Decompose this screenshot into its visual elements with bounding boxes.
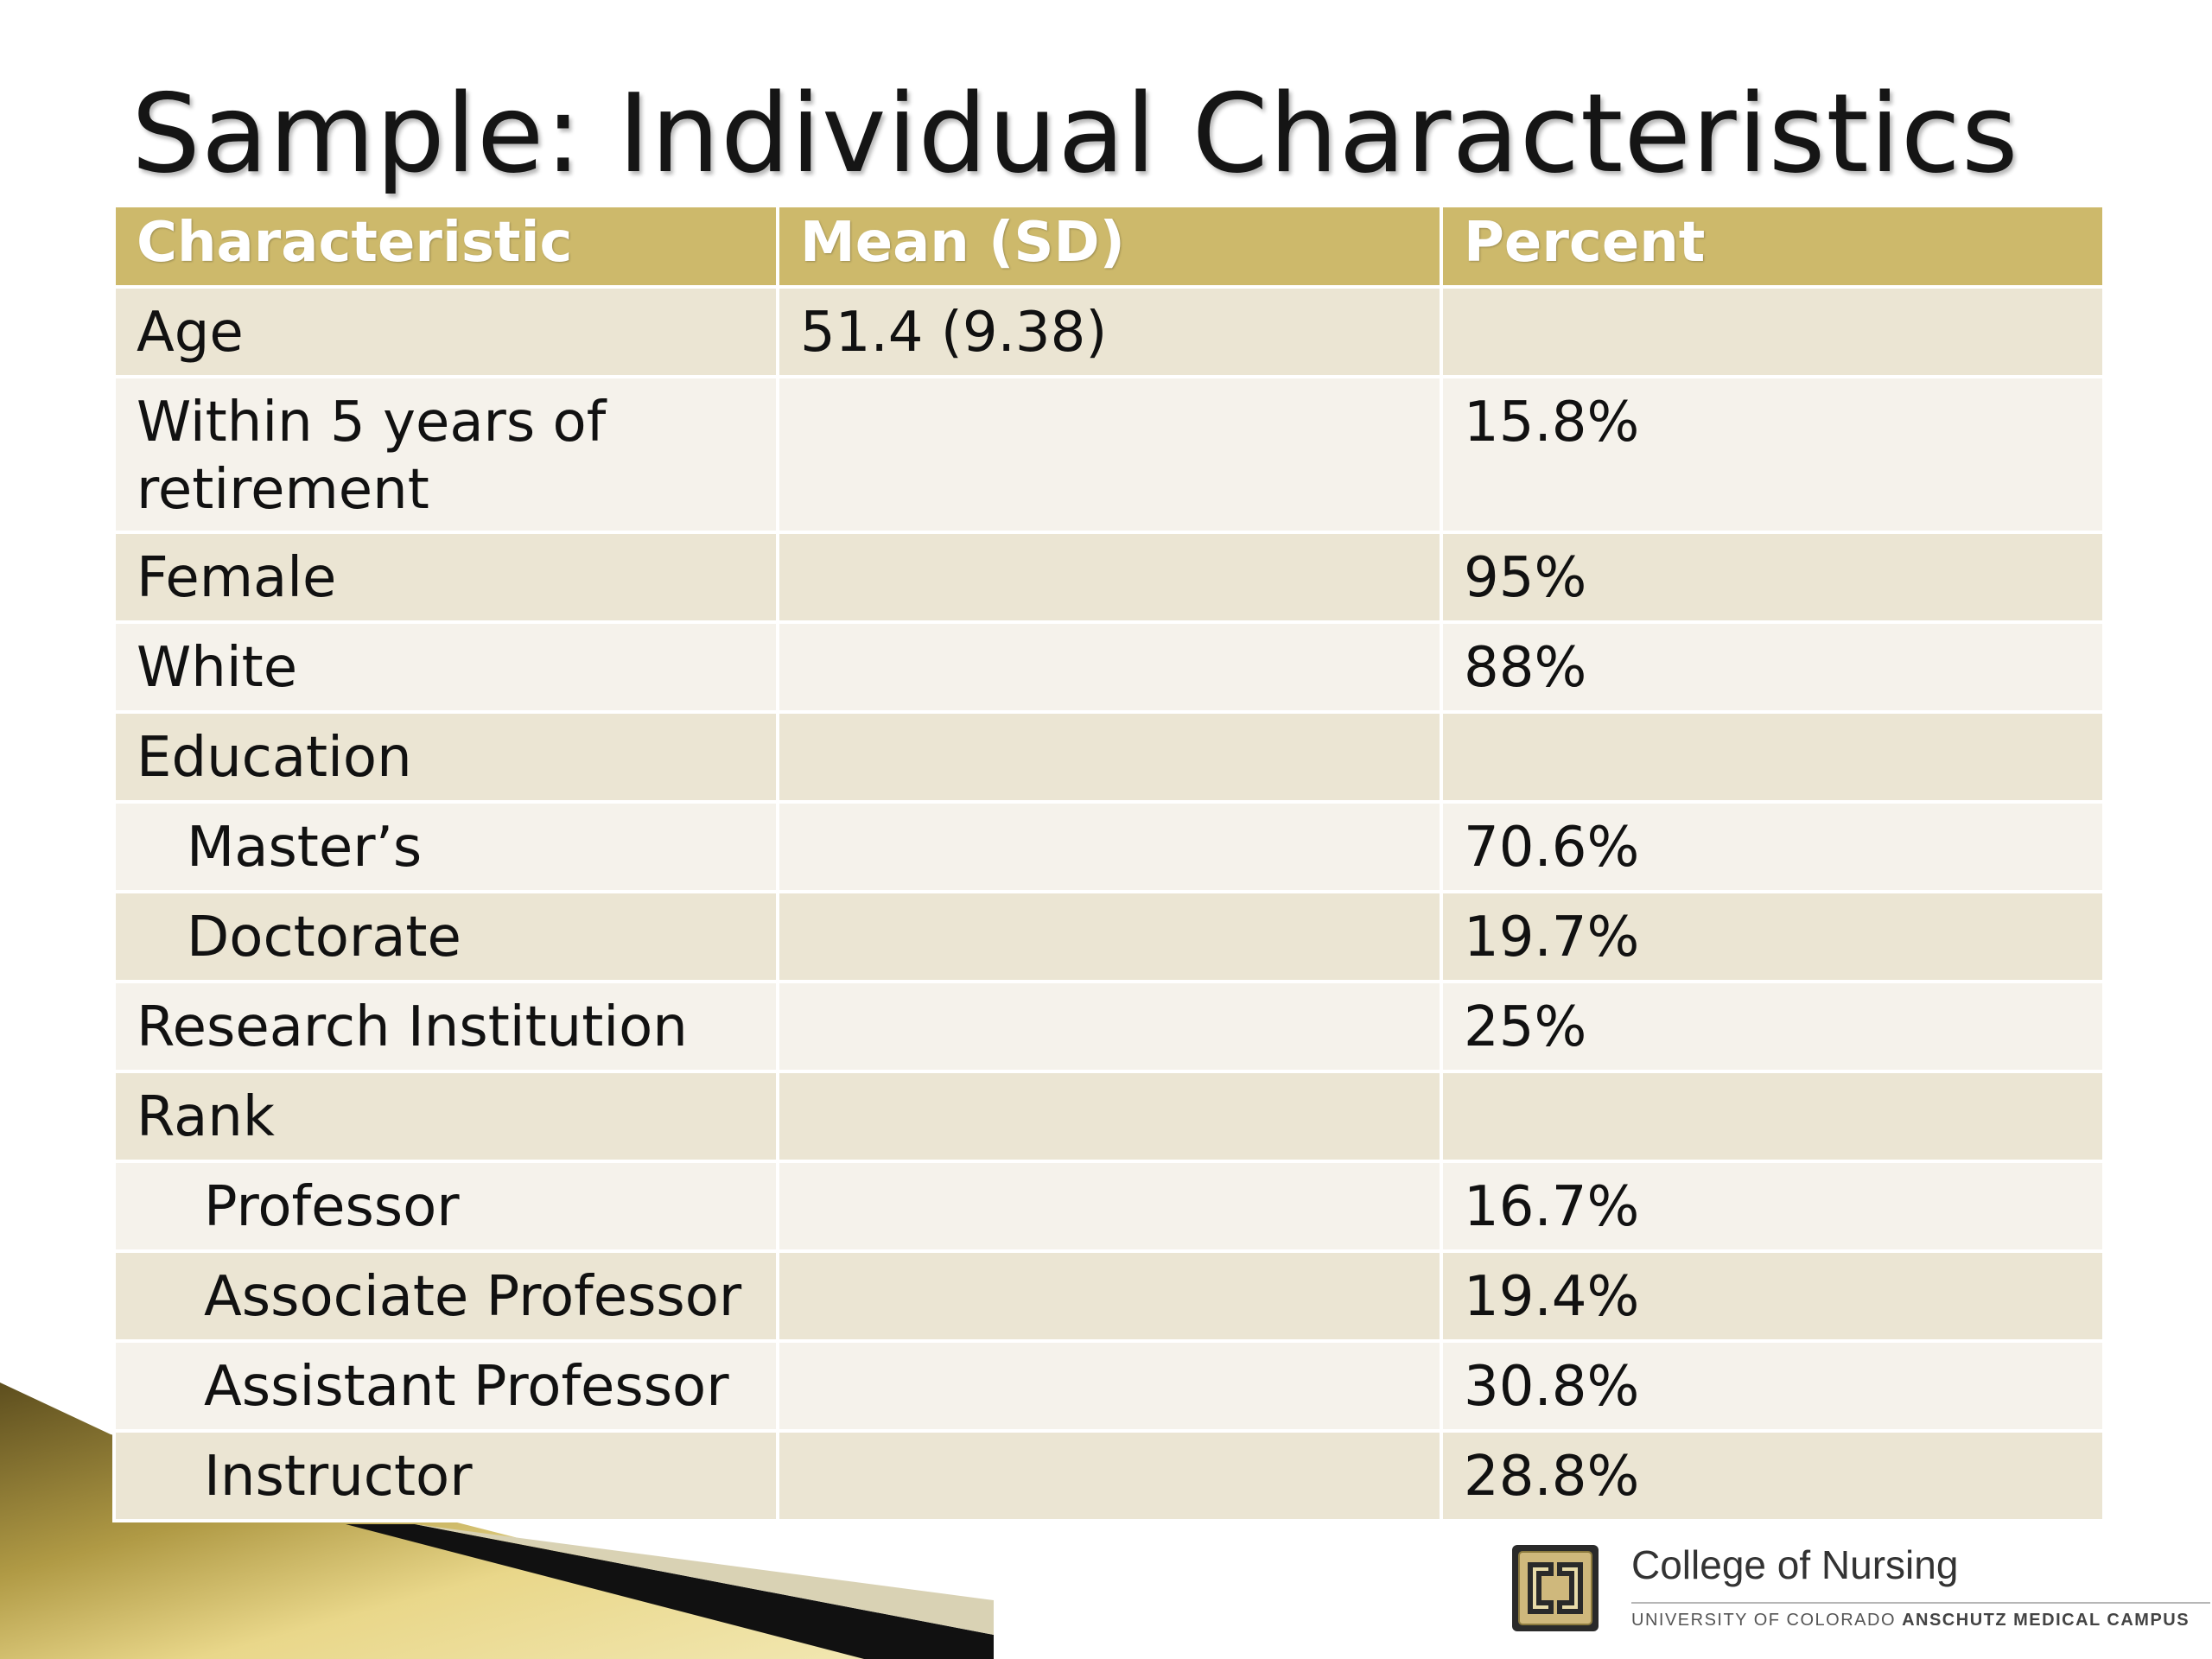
cell-characteristic: Research Institution	[112, 980, 779, 1073]
table-row: Doctorate 19.7%	[112, 890, 2106, 983]
cell-mean-sd	[776, 980, 1443, 1073]
table-row: Female 95%	[112, 531, 2106, 624]
cell-mean-sd	[776, 1339, 1443, 1433]
cell-mean-sd	[776, 1429, 1443, 1522]
characteristics-table: Characteristic Mean (SD) Percent Age 51.…	[112, 204, 2106, 1522]
cell-characteristic: Within 5 years of retirement	[112, 375, 779, 534]
cell-percent: 95%	[1440, 531, 2106, 624]
cell-characteristic: Professor	[112, 1160, 779, 1253]
table-row: Age 51.4 (9.38)	[112, 285, 2106, 378]
university-name: UNIVERSITY OF COLORADO	[1631, 1611, 1897, 1630]
cell-mean-sd	[776, 620, 1443, 714]
cell-mean-sd	[776, 375, 1443, 534]
cell-mean-sd	[776, 531, 1443, 624]
cell-characteristic: Master’s	[112, 800, 779, 893]
cell-percent: 30.8%	[1440, 1339, 2106, 1433]
table-row: Research Institution 25%	[112, 980, 2106, 1073]
table-header-row: Characteristic Mean (SD) Percent	[112, 204, 2106, 289]
cell-percent	[1440, 710, 2106, 804]
campus-name: ANSCHUTZ MEDICAL CAMPUS	[1902, 1611, 2190, 1630]
cell-percent: 15.8%	[1440, 375, 2106, 534]
table-row: Instructor 28.8%	[112, 1429, 2106, 1522]
table-row: White 88%	[112, 620, 2106, 714]
table-row: Professor 16.7%	[112, 1160, 2106, 1253]
cell-percent	[1440, 285, 2106, 378]
cell-percent: 19.4%	[1440, 1249, 2106, 1343]
cell-mean-sd: 51.4 (9.38)	[776, 285, 1443, 378]
cell-percent: 88%	[1440, 620, 2106, 714]
table-row: Rank	[112, 1070, 2106, 1163]
cell-characteristic: Doctorate	[112, 890, 779, 983]
college-name: College of Nursing	[1631, 1542, 1959, 1587]
header-percent: Percent	[1440, 204, 2106, 289]
cell-percent: 70.6%	[1440, 800, 2106, 893]
cell-mean-sd	[776, 1070, 1443, 1163]
cell-mean-sd	[776, 1249, 1443, 1343]
table-row: Master’s 70.6%	[112, 800, 2106, 893]
table-row: Education	[112, 710, 2106, 804]
cu-logo-icon	[1512, 1545, 1599, 1631]
college-logo-block: College of Nursing UNIVERSITY OF COLORAD…	[1507, 1533, 2212, 1659]
cell-characteristic: Associate Professor	[112, 1249, 779, 1343]
cell-characteristic: Age	[112, 285, 779, 378]
cell-characteristic: Rank	[112, 1070, 779, 1163]
cell-characteristic: Female	[112, 531, 779, 624]
cell-characteristic: Education	[112, 710, 779, 804]
logo-divider	[1631, 1602, 2210, 1604]
cell-percent: 25%	[1440, 980, 2106, 1073]
cell-percent	[1440, 1070, 2106, 1163]
slide-title: Sample: Individual Characteristics	[131, 70, 2019, 197]
cell-characteristic: Instructor	[112, 1429, 779, 1522]
cell-mean-sd	[776, 800, 1443, 893]
cell-characteristic: Assistant Professor	[112, 1339, 779, 1433]
cell-percent: 28.8%	[1440, 1429, 2106, 1522]
cell-mean-sd	[776, 890, 1443, 983]
cell-mean-sd	[776, 1160, 1443, 1253]
table-row: Within 5 years of retirement 15.8%	[112, 375, 2106, 534]
header-characteristic: Characteristic	[112, 204, 779, 289]
table-row: Associate Professor 19.4%	[112, 1249, 2106, 1343]
header-mean-sd: Mean (SD)	[776, 204, 1443, 289]
cell-percent: 19.7%	[1440, 890, 2106, 983]
cell-mean-sd	[776, 710, 1443, 804]
cell-characteristic: White	[112, 620, 779, 714]
cell-percent: 16.7%	[1440, 1160, 2106, 1253]
university-line: UNIVERSITY OF COLORADO ANSCHUTZ MEDICAL …	[1631, 1611, 2190, 1630]
table-row: Assistant Professor 30.8%	[112, 1339, 2106, 1433]
decorative-corner-swoosh	[0, 1382, 994, 1659]
